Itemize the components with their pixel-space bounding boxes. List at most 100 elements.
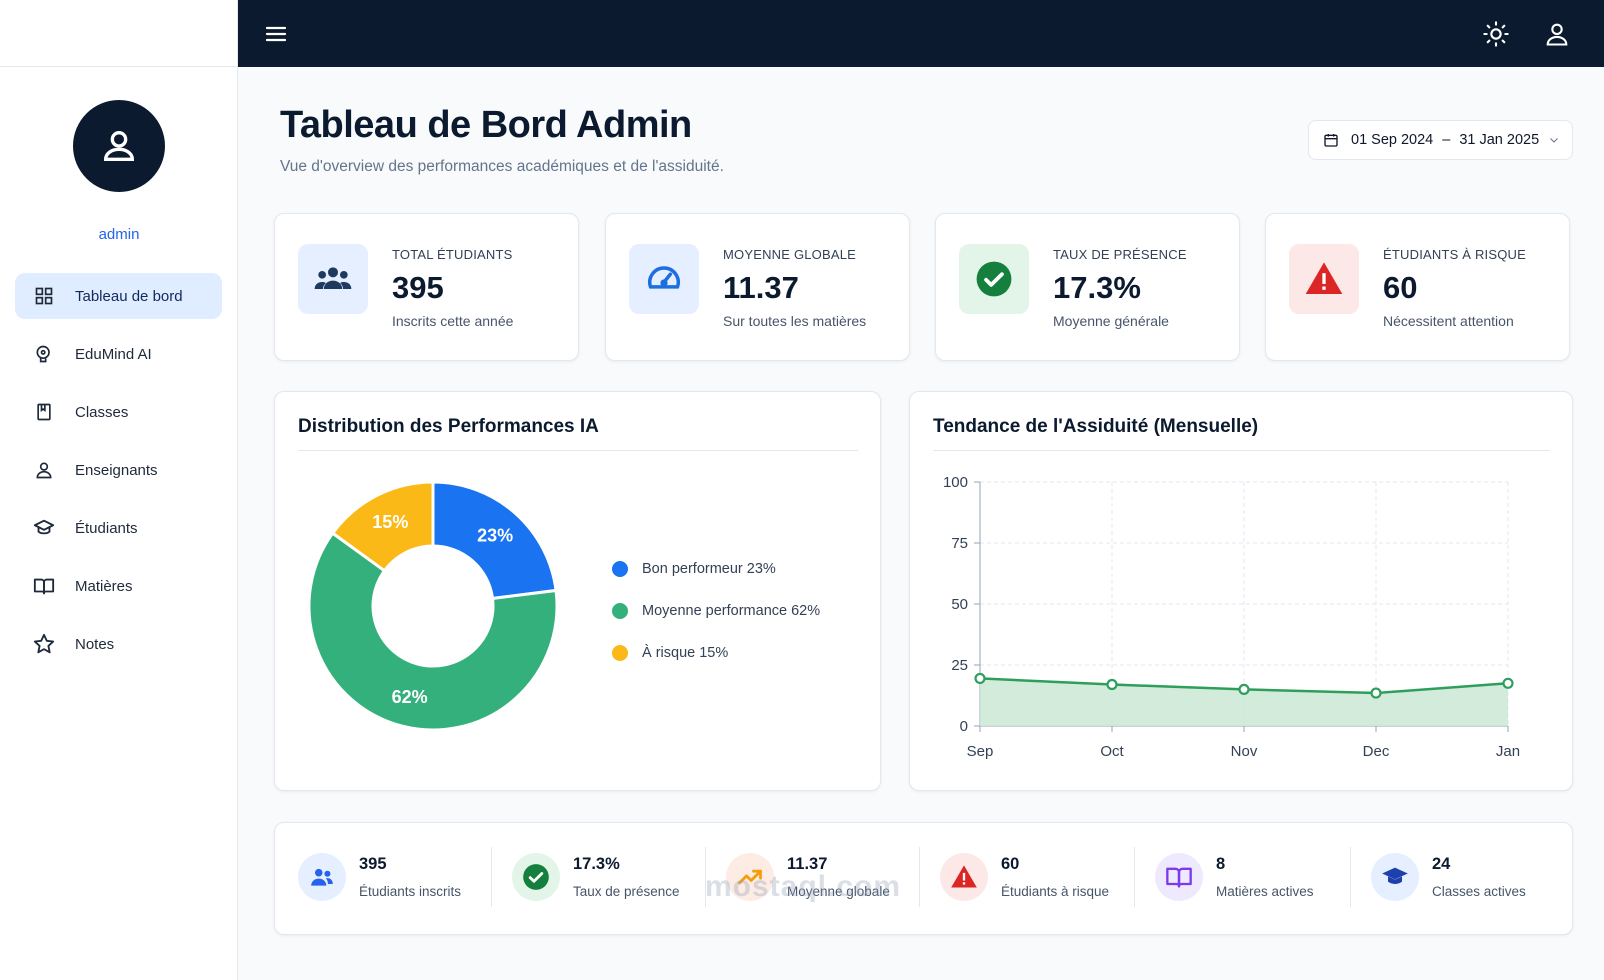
trend-up-icon <box>738 869 762 885</box>
y-tick-label: 75 <box>951 535 968 552</box>
stat-icon-box <box>1289 244 1359 314</box>
sidebar-item-tableau-de-bord[interactable]: Tableau de bord <box>15 273 222 319</box>
x-tick-label: Nov <box>1231 743 1258 760</box>
sidebar-item-label: Matières <box>75 577 133 595</box>
data-point[interactable] <box>1106 678 1118 691</box>
stat-value: 60 <box>1383 270 1418 305</box>
watermark: mostaql.com <box>705 870 902 903</box>
x-tick-label: Jan <box>1496 743 1520 760</box>
stat-card-taux-presence: TAUX DE PRÉSENCE 17.3% Moyenne générale <box>935 213 1240 361</box>
summary-icon-circle <box>726 853 774 901</box>
bookmark-icon <box>33 401 55 423</box>
star-icon <box>33 633 55 655</box>
profile-button[interactable] <box>1543 20 1571 48</box>
y-tick-label: 50 <box>951 596 968 613</box>
summary-label: Classes actives <box>1432 884 1526 899</box>
y-tick-label: 0 <box>960 718 968 735</box>
data-point[interactable] <box>974 672 986 685</box>
warning-icon <box>1305 262 1343 294</box>
sidebar-item-edumind-ai[interactable]: EduMind AI <box>15 331 222 377</box>
page-title: Tableau de Bord Admin <box>280 104 692 146</box>
sidebar-item-notes[interactable]: Notes <box>15 621 222 667</box>
hamburger-icon <box>265 26 287 42</box>
gauge-icon <box>648 266 680 289</box>
sun-icon <box>1483 21 1509 47</box>
menu-toggle-button[interactable] <box>264 22 288 46</box>
graduation-cap-icon <box>33 517 55 539</box>
date-separator: – <box>1442 132 1451 148</box>
x-tick-label: Sep <box>967 743 994 760</box>
sidebar-item-label: Enseignants <box>75 461 158 479</box>
chart-legend: Bon performeur 23% Moyenne performance 6… <box>612 548 820 674</box>
summary-label: Moyenne globale <box>787 884 890 899</box>
divider <box>705 847 706 907</box>
summary-icon-circle <box>940 853 988 901</box>
graduation-cap-icon <box>1382 867 1408 884</box>
pie-slice <box>307 531 559 732</box>
legend-item: À risque 15% <box>612 632 820 674</box>
stat-value: 11.37 <box>723 270 799 305</box>
legend-swatch <box>612 603 628 619</box>
summary-value: 24 <box>1432 855 1451 873</box>
data-point[interactable] <box>1370 687 1382 699</box>
stat-card-total-etudiants: TOTAL ÉTUDIANTS 395 Inscrits cette année <box>274 213 579 361</box>
sidebar-item-etudiants[interactable]: Étudiants <box>15 505 222 551</box>
stat-subtext: Nécessitent attention <box>1383 313 1514 329</box>
summary-value: 17.3% <box>573 855 620 873</box>
sidebar-header <box>0 0 237 67</box>
stat-label: TOTAL ÉTUDIANTS <box>392 247 513 262</box>
divider <box>491 847 492 907</box>
sidebar: admin Tableau de bord EduMind AI Classes <box>0 0 238 980</box>
panel-title: Tendance de l'Assiduité (Mensuelle) <box>933 416 1259 437</box>
summary-icon-circle <box>298 853 346 901</box>
stat-label: MOYENNE GLOBALE <box>723 247 857 262</box>
pie-slice <box>431 480 558 601</box>
divider <box>1350 847 1351 907</box>
avatar[interactable] <box>73 100 165 192</box>
stat-icon-box <box>298 244 368 314</box>
warning-icon <box>951 865 977 888</box>
y-tick-label: 100 <box>943 474 968 491</box>
legend-label: À risque 15% <box>642 645 729 661</box>
sidebar-item-enseignants[interactable]: Enseignants <box>15 447 222 493</box>
legend-label: Moyenne performance 62% <box>642 603 821 619</box>
summary-item-moyenne-globale: 11.37 Moyenne globale <box>726 851 926 911</box>
attendance-area-chart: 0 25 50 75 100 Sep Oct Nov Dec Jan <box>943 474 1520 760</box>
legend-swatch <box>612 645 628 661</box>
sidebar-item-label: EduMind AI <box>75 345 152 363</box>
data-point[interactable] <box>1238 683 1250 695</box>
stat-label: ÉTUDIANTS À RISQUE <box>1383 247 1527 262</box>
sidebar-item-label: Notes <box>75 635 115 653</box>
summary-icon-circle <box>512 853 560 901</box>
check-circle-icon <box>523 864 549 890</box>
x-tick-label: Dec <box>1363 743 1390 760</box>
sidebar-item-classes[interactable]: Classes <box>15 389 222 435</box>
date-range-picker[interactable]: 01 Sep 2024 – 31 Jan 2025 <box>1308 120 1573 160</box>
username: admin <box>98 226 140 243</box>
stat-card-moyenne-globale: MOYENNE GLOBALE 11.37 Sur toutes les mat… <box>605 213 910 361</box>
summary-value: 8 <box>1216 855 1226 873</box>
user-icon <box>33 459 55 481</box>
topbar <box>238 0 1604 67</box>
date-from: 01 Sep 2024 <box>1351 132 1434 148</box>
stat-icon-box <box>959 244 1029 314</box>
data-point[interactable] <box>1502 677 1514 689</box>
sidebar-nav: Tableau de bord EduMind AI Classes Ensei… <box>15 273 222 679</box>
summary-value: 395 <box>359 855 387 873</box>
summary-label: Taux de présence <box>573 884 680 899</box>
summary-item-etudiants-a-risque: 60 Étudiants à risque <box>940 851 1140 911</box>
date-to: 31 Jan 2025 <box>1459 132 1540 148</box>
stat-icon-box <box>629 244 699 314</box>
stat-subtext: Moyenne générale <box>1053 313 1169 329</box>
chevron-down-icon <box>1550 138 1558 143</box>
calendar-icon <box>1324 134 1338 147</box>
users-icon <box>314 267 352 289</box>
sidebar-item-matieres[interactable]: Matières <box>15 563 222 609</box>
summary-item-classes-actives: 24 Classes actives <box>1371 851 1571 911</box>
panel-title: Distribution des Performances IA <box>298 416 599 437</box>
divider <box>919 847 920 907</box>
sidebar-item-label: Étudiants <box>75 519 138 537</box>
theme-toggle-button[interactable] <box>1482 20 1510 48</box>
divider <box>933 450 1550 451</box>
